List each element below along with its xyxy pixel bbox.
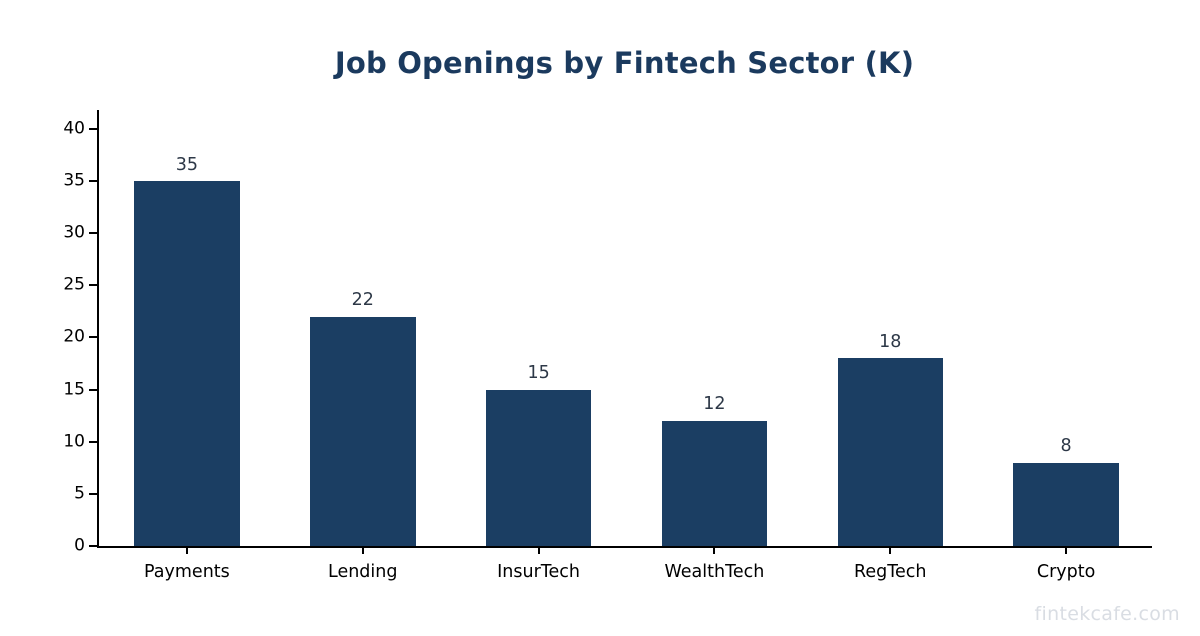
x-axis-category-label: Crypto [1036,562,1096,582]
y-axis-tick-label: 35 [63,170,85,191]
y-axis-tick-mark [89,492,97,495]
y-axis-tick-label: 0 [74,535,85,556]
y-axis-tick-label: 5 [74,483,85,504]
y-axis-tick-mark [89,232,97,235]
x-axis-tick-mark [537,546,540,554]
y-axis-tick-mark [89,336,97,339]
bar-lending [310,316,416,546]
x-axis-category-label: WealthTech [664,562,765,582]
bar-insurtech [485,389,592,546]
bar-crypto [1013,462,1119,546]
x-axis-tick-mark [713,546,716,554]
bar-value-label: 15 [527,363,550,384]
bar-value-label: 8 [1060,436,1072,457]
y-axis-tick-label: 30 [63,222,85,243]
bar-value-label: 12 [703,394,726,415]
x-axis-tick-mark [889,546,892,554]
x-axis-tick-mark [1065,546,1068,554]
watermark: fintekcafe.com [1034,603,1180,625]
x-axis-category-label: Payments [144,562,230,582]
y-axis-tick-mark [89,180,97,182]
bar-value-label: 18 [879,331,902,352]
bar-regtech [837,358,943,546]
y-axis-tick-mark [89,127,97,130]
chart-title: Job Openings by Fintech Sector (K) [334,46,915,80]
x-axis-tick-mark [361,546,364,554]
bar-value-label: 22 [351,290,374,311]
bar-wealthtech [661,420,768,546]
y-axis-tick-mark [89,545,97,547]
bar-value-label: 35 [175,154,199,175]
y-axis-tick-label: 25 [63,274,85,295]
x-axis-tick-mark [185,546,188,554]
y-axis-tick-label: 20 [63,326,85,347]
y-axis-tick-label: 15 [63,379,85,400]
bar-payments [134,181,240,546]
y-axis-tick-label: 40 [63,118,85,139]
y-axis-tick-mark [89,284,97,287]
y-axis-tick-mark [89,388,97,391]
x-axis-category-label: Lending [328,562,398,582]
plot-area: 0 5 10 15 20 25 30 35 40 35 Payments 22 Lending 15 Ins… [63,110,1152,582]
x-axis-category-label: InsurTech [497,562,581,582]
x-axis-category-label: RegTech [854,562,927,582]
y-axis-tick-label: 10 [63,431,85,452]
y-axis-tick-mark [89,440,97,443]
